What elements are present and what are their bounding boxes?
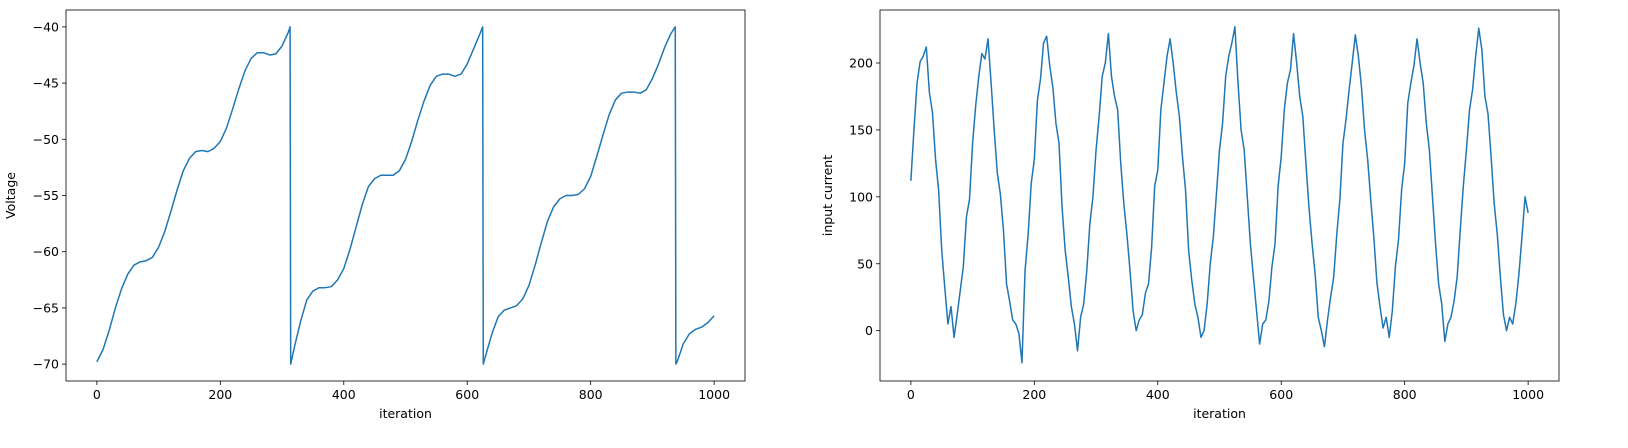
x-tick-label: 0 xyxy=(907,387,915,402)
y-axis-label: Voltage xyxy=(3,172,18,219)
y-tick-label: −65 xyxy=(33,300,59,315)
axes-frame xyxy=(65,9,746,382)
x-tick-label: 200 xyxy=(208,387,232,402)
x-tick-label: 600 xyxy=(1269,387,1293,402)
axes-frame xyxy=(879,9,1560,382)
x-tick-label: 400 xyxy=(1146,387,1170,402)
x-tick-label: 800 xyxy=(579,387,603,402)
axes: 0 200 400 600 800 1000 −70 −65 −60 −55 −50 −45 −40 it… xyxy=(3,9,746,421)
y-tick-label: −40 xyxy=(33,19,59,34)
y-axis-label: input current xyxy=(820,155,835,236)
y-tick-label: 150 xyxy=(849,122,873,137)
x-axis-label: iteration xyxy=(1193,406,1246,421)
plot-area xyxy=(96,26,715,365)
x-tick-label: 800 xyxy=(1393,387,1417,402)
x-tick-label: 200 xyxy=(1022,387,1046,402)
y-tick-label: −60 xyxy=(33,244,59,259)
x-tick-label: 600 xyxy=(455,387,479,402)
x-tick-label: 400 xyxy=(332,387,356,402)
data-line xyxy=(910,26,1529,364)
y-tick-label: 50 xyxy=(857,256,873,271)
y-tick-label: −55 xyxy=(33,188,59,203)
y-tick-label: −45 xyxy=(33,76,59,91)
y-tick-label: −50 xyxy=(33,132,59,147)
data-line xyxy=(96,26,715,365)
y-tick-label: 100 xyxy=(849,189,873,204)
x-tick-label: 1000 xyxy=(1512,387,1544,402)
plot-area xyxy=(910,26,1529,364)
x-tick-label: 0 xyxy=(93,387,101,402)
y-tick-label: 0 xyxy=(865,323,873,338)
axes: 0 200 400 600 800 1000 0 50 100 150 200 iteration in… xyxy=(820,9,1560,421)
x-tick-label: 1000 xyxy=(698,387,730,402)
y-tick-label: −70 xyxy=(33,357,59,372)
y-tick-label: 200 xyxy=(849,56,873,71)
x-axis-label: iteration xyxy=(379,406,432,421)
